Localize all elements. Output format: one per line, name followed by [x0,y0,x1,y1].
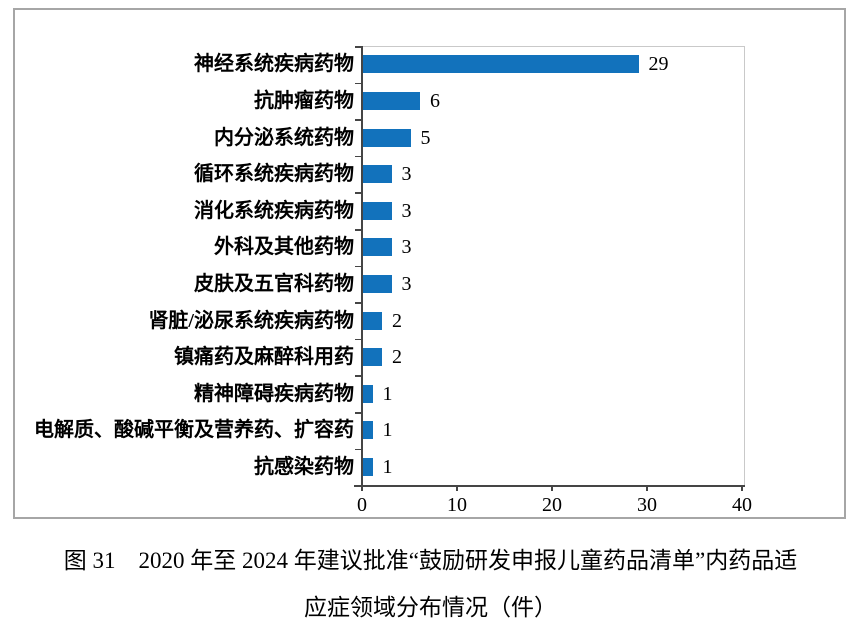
category-label: 肾脏/泌尿系统疾病药物 [148,309,354,332]
category-label: 电解质、酸碱平衡及营养药、扩容药 [34,419,354,442]
value-label: 3 [401,236,412,259]
value-label: 1 [382,419,393,442]
value-label: 3 [401,272,412,295]
value-label: 1 [382,382,393,405]
bar [363,457,373,476]
value-label: 3 [401,199,412,222]
y-axis-tick [355,46,361,48]
y-axis-tick [355,265,361,268]
y-axis-line [361,46,363,486]
y-axis-tick [355,375,361,377]
value-label: 1 [382,455,393,478]
bar [363,421,373,440]
y-axis-tick [355,448,361,451]
category-label: 精神障碍疾病药物 [194,382,354,405]
x-axis-line [354,485,745,487]
category-label: 皮肤及五官科药物 [194,272,354,295]
category-label: 抗肿瘤药物 [254,89,354,112]
bar [363,201,392,220]
y-axis-tick [355,82,361,85]
y-axis-tick [355,119,361,121]
bar-chart: 神经系统疾病药物 29 抗肿瘤药物 6 内分泌系统药物 5 循环系统疾病药物 3 消化系统疾病药… [15,10,844,517]
y-axis-tick [355,412,361,414]
category-label: 消化系统疾病药物 [194,199,354,222]
x-axis-tick [646,485,648,492]
category-label: 镇痛药及麻醉科用药 [174,346,354,369]
bar [363,128,411,147]
x-axis-tick-label: 30 [637,494,657,517]
bar [363,165,392,184]
plot-area-border [361,46,745,487]
y-axis-tick [355,229,361,231]
category-label: 抗感染药物 [254,455,354,478]
bar [363,274,392,293]
category-label: 外科及其他药物 [214,236,354,259]
bar [363,55,639,74]
value-label: 2 [392,346,402,369]
value-label: 2 [392,309,402,332]
figure-caption-line-2: 应症领域分布情况（件） [304,595,557,620]
bar [363,384,373,403]
category-label: 循环系统疾病药物 [194,163,354,186]
x-axis-tick-label: 10 [447,494,467,517]
value-label: 5 [420,126,431,149]
y-axis-tick [355,192,361,194]
bar [363,91,420,110]
y-axis-tick [355,155,361,158]
category-label: 内分泌系统药物 [214,126,354,149]
value-label: 6 [430,89,440,112]
bar [363,238,392,257]
x-axis-tick [361,485,363,492]
value-label: 29 [648,53,669,76]
x-axis-tick [741,485,743,492]
y-axis-tick [355,338,361,341]
chart-frame: 神经系统疾病药物 29 抗肿瘤药物 6 内分泌系统药物 5 循环系统疾病药物 3 消化系统疾病药… [13,8,846,519]
figure-caption-line-1: 图 31 2020 年至 2024 年建议批准“鼓励研发申报儿童药品清单”内药品… [63,548,798,573]
x-axis-tick [456,485,458,492]
x-axis-tick-label: 0 [357,494,367,517]
value-label: 3 [401,163,412,186]
bar [363,311,382,330]
y-axis-tick [355,302,361,304]
category-label: 神经系统疾病药物 [194,53,354,76]
x-axis-tick-label: 20 [542,494,562,517]
x-axis-tick [551,485,553,492]
x-axis-tick-label: 40 [732,494,752,517]
bar [363,348,382,367]
